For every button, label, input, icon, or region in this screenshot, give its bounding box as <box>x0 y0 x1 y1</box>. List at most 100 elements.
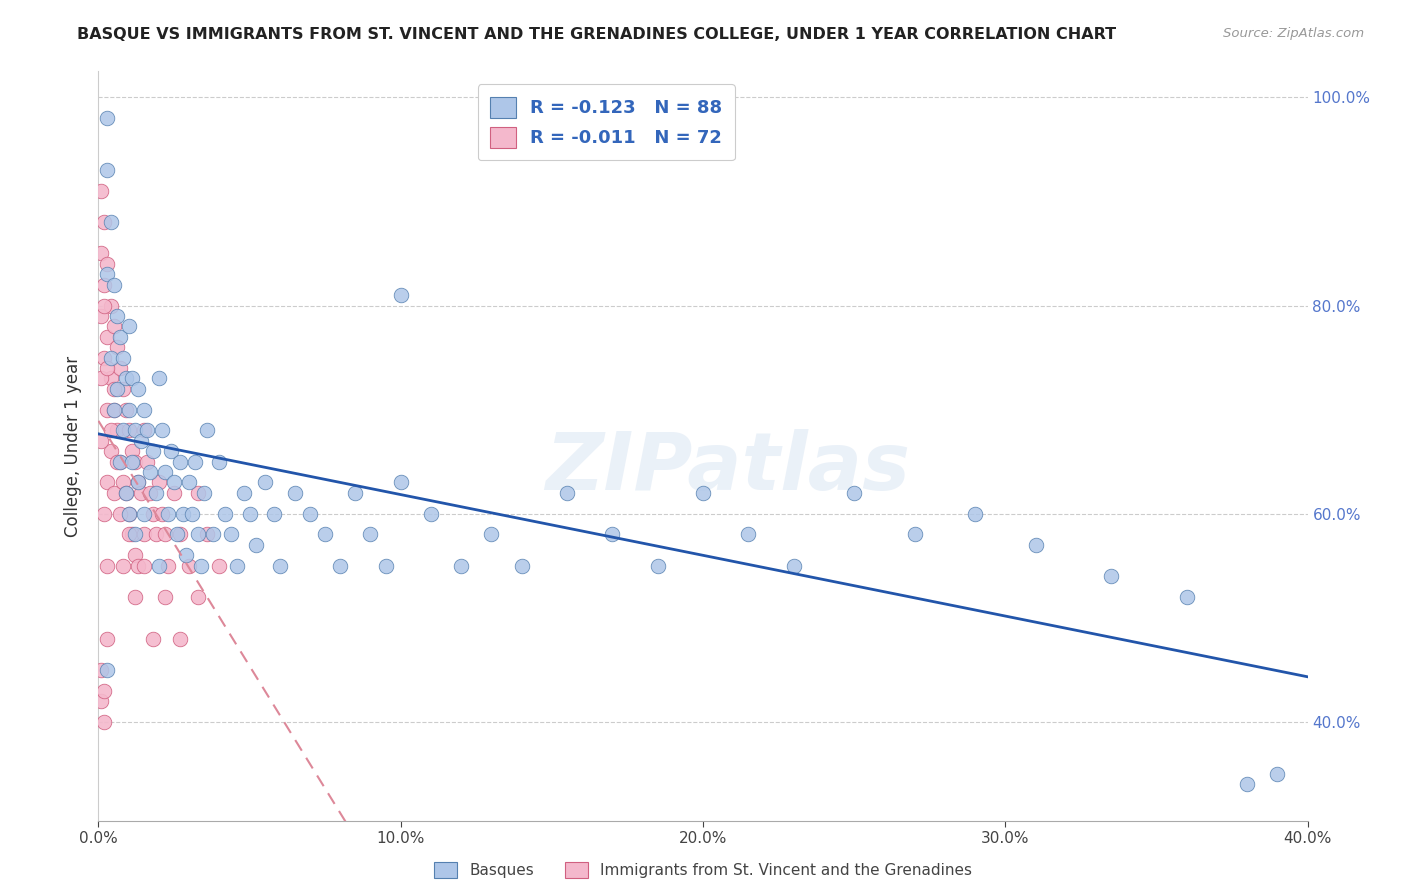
Point <box>100 351 122 365</box>
Point <box>111 475 134 490</box>
Point <box>163 486 186 500</box>
Point <box>103 277 125 292</box>
Point <box>153 527 176 541</box>
Point <box>124 527 146 541</box>
Point <box>118 507 141 521</box>
Point <box>111 558 134 573</box>
Point <box>132 558 155 573</box>
Point <box>647 558 669 573</box>
Point <box>329 558 352 573</box>
Point <box>226 558 249 573</box>
Point <box>100 215 122 229</box>
Point <box>195 424 218 438</box>
Point <box>105 309 128 323</box>
Point <box>124 548 146 563</box>
Point <box>844 486 866 500</box>
Point <box>132 402 155 417</box>
Point <box>105 382 128 396</box>
Point <box>269 558 291 573</box>
Point <box>108 455 131 469</box>
Point <box>118 507 141 521</box>
Point <box>105 455 128 469</box>
Point <box>132 507 155 521</box>
Point <box>90 434 112 448</box>
Point <box>190 558 212 573</box>
Point <box>602 527 624 541</box>
Point <box>1236 777 1258 791</box>
Point <box>169 632 191 646</box>
Point <box>139 465 162 479</box>
Point <box>103 382 125 396</box>
Point <box>783 558 806 573</box>
Point <box>121 371 143 385</box>
Point <box>299 507 322 521</box>
Point <box>108 455 131 469</box>
Point <box>114 486 136 500</box>
Point <box>245 538 267 552</box>
Point <box>169 455 191 469</box>
Point <box>96 361 118 376</box>
Point <box>96 330 118 344</box>
Point <box>93 215 115 229</box>
Point <box>187 486 209 500</box>
Point <box>208 455 231 469</box>
Point <box>111 424 134 438</box>
Point <box>124 424 146 438</box>
Point <box>139 486 162 500</box>
Point <box>96 268 118 282</box>
Point <box>90 663 112 677</box>
Point <box>163 475 186 490</box>
Point <box>195 527 218 541</box>
Point <box>145 527 167 541</box>
Point <box>118 319 141 334</box>
Point <box>103 319 125 334</box>
Point <box>150 507 173 521</box>
Point <box>193 486 215 500</box>
Point <box>111 382 134 396</box>
Point <box>239 507 262 521</box>
Point <box>1024 538 1046 552</box>
Point <box>103 402 125 417</box>
Point <box>187 527 209 541</box>
Point <box>166 527 188 541</box>
Point <box>148 475 170 490</box>
Point <box>96 632 118 646</box>
Point <box>314 527 336 541</box>
Point <box>965 507 987 521</box>
Point <box>96 475 118 490</box>
Point <box>420 507 443 521</box>
Point <box>96 663 118 677</box>
Point <box>127 558 149 573</box>
Point <box>90 309 112 323</box>
Point <box>114 486 136 500</box>
Point <box>232 486 254 500</box>
Text: ZIPatlas: ZIPatlas <box>544 429 910 508</box>
Point <box>118 402 141 417</box>
Point <box>90 694 112 708</box>
Point <box>124 455 146 469</box>
Point <box>121 444 143 458</box>
Point <box>103 486 125 500</box>
Point <box>142 507 165 521</box>
Point <box>100 371 122 385</box>
Point <box>93 683 115 698</box>
Point <box>100 424 122 438</box>
Point <box>90 371 112 385</box>
Point <box>284 486 307 500</box>
Point <box>96 112 118 126</box>
Point <box>187 590 209 604</box>
Point <box>93 277 115 292</box>
Point <box>156 507 179 521</box>
Point <box>208 558 231 573</box>
Point <box>132 424 155 438</box>
Point <box>145 486 167 500</box>
Point <box>127 475 149 490</box>
Point <box>360 527 382 541</box>
Point <box>169 527 191 541</box>
Point <box>253 475 276 490</box>
Point <box>160 444 183 458</box>
Point <box>111 351 134 365</box>
Point <box>90 246 112 260</box>
Point <box>1267 767 1289 781</box>
Point <box>450 558 472 573</box>
